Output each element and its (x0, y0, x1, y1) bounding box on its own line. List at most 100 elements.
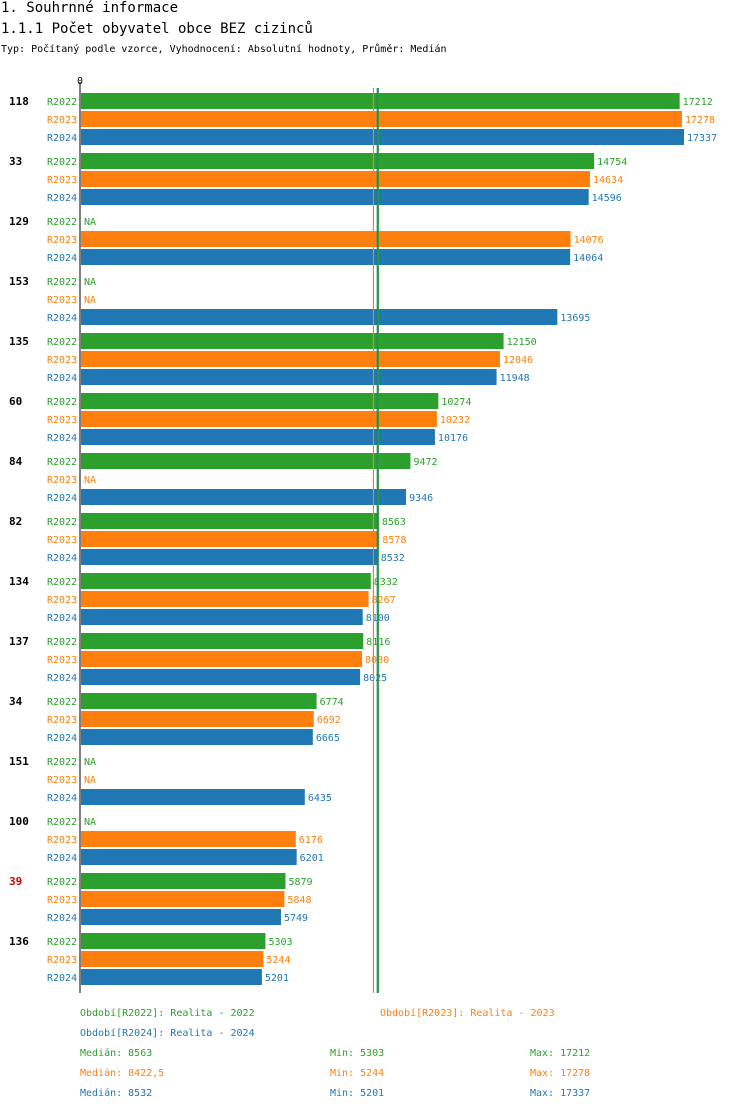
bar (81, 789, 305, 805)
group-label: 34 (9, 695, 23, 708)
value-label: 9346 (409, 493, 433, 504)
na-label: NA (84, 757, 96, 768)
series-label: R2023 (47, 415, 77, 426)
axis-zero-label: 0 (77, 76, 83, 87)
na-label: NA (84, 217, 96, 228)
bar (81, 171, 590, 187)
series-label: R2022 (47, 97, 77, 108)
bar-chart: 0 118 R2022 17212 R2023 17278 R2024 17337 33 R202… (9, 76, 717, 993)
legend-r2022: Období[R2022]: Realita - 2022 (80, 1008, 255, 1019)
group-label: 153 (9, 275, 29, 288)
series-label: R2024 (47, 973, 77, 984)
value-label: 8563 (382, 517, 406, 528)
value-label: 5879 (288, 877, 312, 888)
series-label: R2022 (47, 577, 77, 588)
value-label: 5244 (266, 955, 290, 966)
series-label: R2022 (47, 757, 77, 768)
series-label: R2024 (47, 493, 77, 504)
bar (81, 891, 285, 907)
series-label: R2022 (47, 817, 77, 828)
bar (81, 513, 379, 529)
group-label: 100 (9, 815, 29, 828)
value-label: 5848 (287, 895, 311, 906)
group-label: 136 (9, 935, 29, 948)
bar (81, 651, 363, 667)
series-label: R2022 (47, 457, 77, 468)
bar (81, 309, 558, 325)
value-label: 8532 (381, 553, 405, 564)
series-label: R2023 (47, 655, 77, 666)
series-label: R2024 (47, 433, 77, 444)
value-label: 14754 (597, 157, 627, 168)
series-label: R2024 (47, 613, 77, 624)
series-label: R2024 (47, 193, 77, 204)
group-label: 84 (9, 455, 23, 468)
legend-r2023: Období[R2023]: Realita - 2023 (380, 1008, 555, 1019)
value-label: 5201 (265, 973, 289, 984)
value-label: 12150 (507, 337, 537, 348)
series-label: R2022 (47, 697, 77, 708)
series-label: R2023 (47, 595, 77, 606)
bar (81, 711, 314, 727)
value-label: 11948 (500, 373, 530, 384)
value-label: 8025 (363, 673, 387, 684)
bar (81, 369, 497, 385)
stat-median-r2022: Medián: 8563 (80, 1048, 153, 1059)
value-label: 5749 (284, 913, 308, 924)
bar (81, 231, 571, 247)
series-label: R2023 (47, 775, 77, 786)
bar (81, 93, 680, 109)
group-label: 118 (9, 95, 29, 108)
bar (81, 873, 286, 889)
stat-median-r2023: Medián: 8422,5 (80, 1068, 165, 1079)
value-label: 14596 (592, 193, 622, 204)
series-label: R2023 (47, 475, 77, 486)
series-label: R2024 (47, 133, 77, 144)
bar (81, 351, 500, 367)
series-label: R2024 (47, 733, 77, 744)
series-label: R2023 (47, 895, 77, 906)
value-label: 9472 (413, 457, 437, 468)
series-label: R2023 (47, 535, 77, 546)
na-label: NA (84, 295, 96, 306)
value-label: 17337 (687, 133, 717, 144)
bar (81, 429, 435, 445)
value-label: 17212 (683, 97, 713, 108)
series-label: R2023 (47, 355, 77, 366)
series-label: R2024 (47, 913, 77, 924)
page-title: 1. Souhrnné informace (1, 0, 179, 16)
bar (81, 849, 297, 865)
series-label: R2022 (47, 517, 77, 528)
bar (81, 111, 682, 127)
series-label: R2024 (47, 253, 77, 264)
series-label: R2022 (47, 937, 77, 948)
value-label: 14076 (574, 235, 604, 246)
bar (81, 393, 439, 409)
value-label: 12046 (503, 355, 533, 366)
series-label: R2022 (47, 637, 77, 648)
na-label: NA (84, 775, 96, 786)
value-label: 6774 (320, 697, 344, 708)
series-label: R2024 (47, 853, 77, 864)
na-label: NA (84, 475, 96, 486)
series-label: R2024 (47, 793, 77, 804)
legend-r2024: Období[R2024]: Realita - 2024 (80, 1028, 255, 1039)
bar (81, 129, 684, 145)
series-label: R2022 (47, 217, 77, 228)
bar (81, 411, 437, 427)
stat-max-r2023: Max: 17278 (530, 1068, 591, 1079)
value-label: 8332 (374, 577, 398, 588)
value-label: 10274 (441, 397, 471, 408)
stat-min-r2023: Min: 5244 (330, 1068, 385, 1079)
series-label: R2023 (47, 235, 77, 246)
group-label: 39 (9, 875, 22, 888)
group-label: 151 (9, 755, 29, 768)
group-label: 135 (9, 335, 29, 348)
bar (81, 453, 411, 469)
value-label: 6665 (316, 733, 340, 744)
series-label: R2022 (47, 277, 77, 288)
series-label: R2023 (47, 835, 77, 846)
group-label: 137 (9, 635, 29, 648)
value-label: 10232 (440, 415, 470, 426)
bar (81, 831, 296, 847)
